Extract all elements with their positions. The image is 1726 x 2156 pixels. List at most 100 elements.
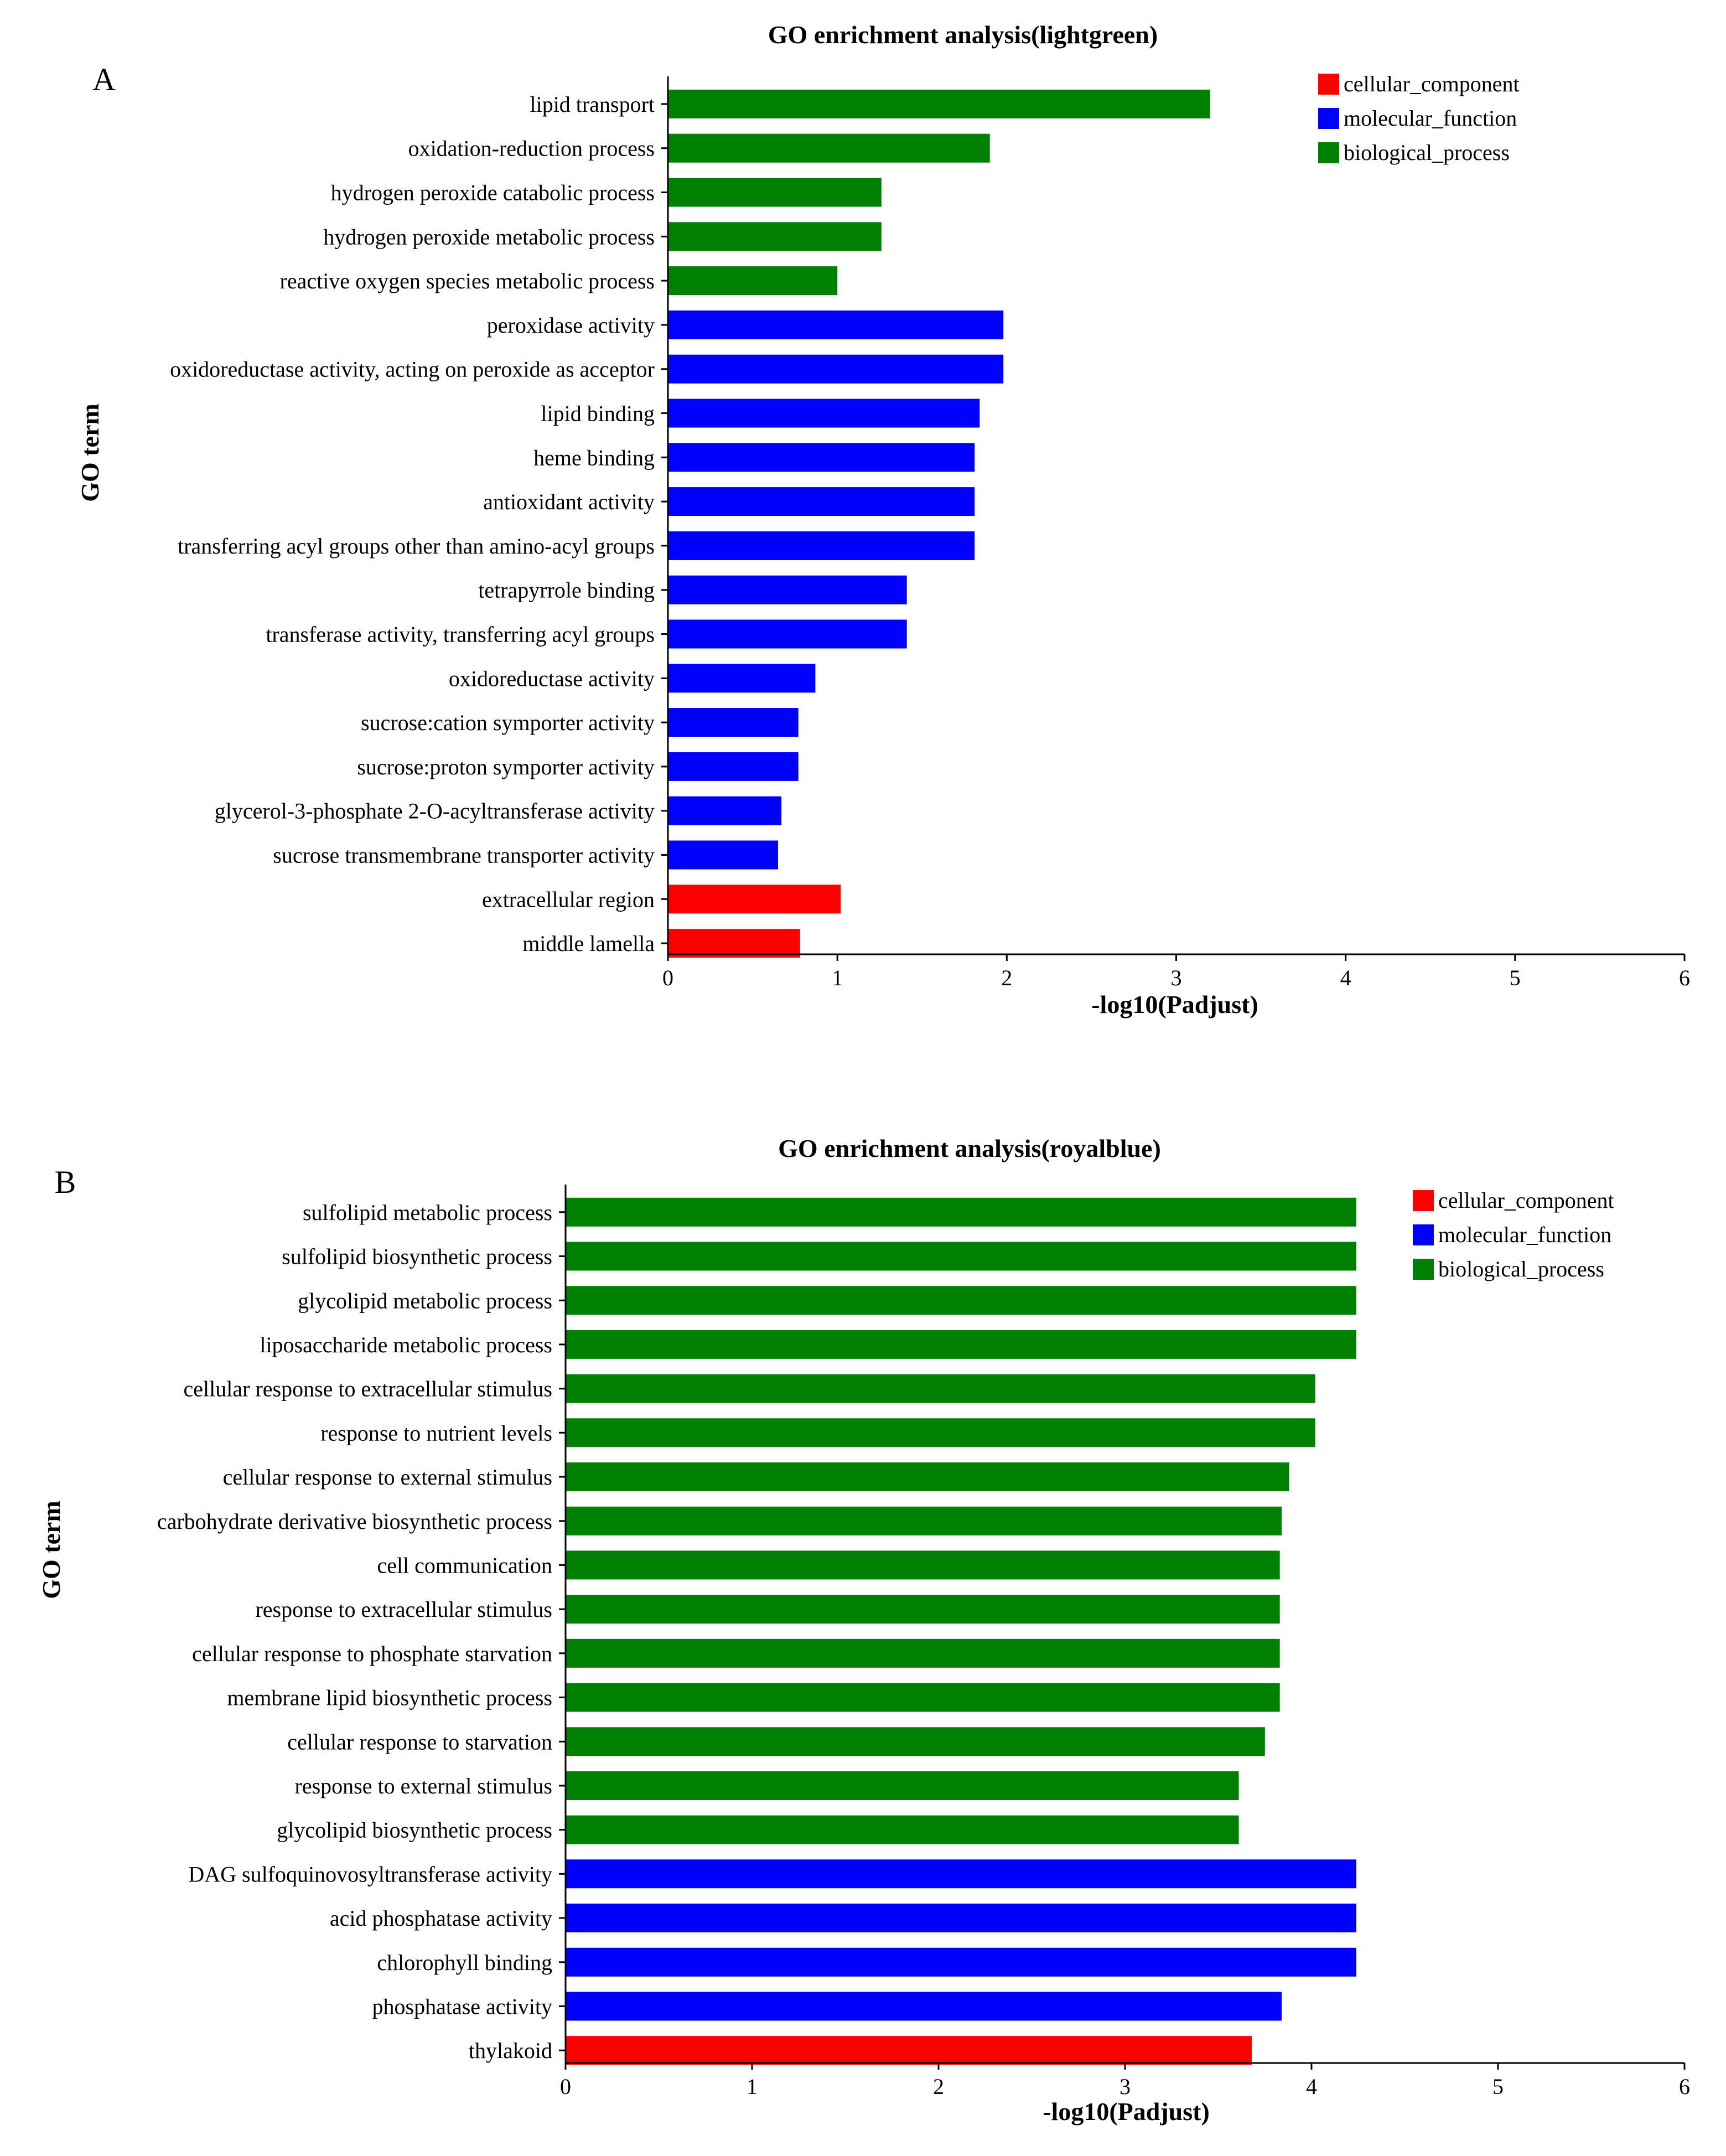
panel-b-category-label: glycolipid biosynthetic process xyxy=(277,1818,552,1843)
panel-b-category-label: response to external stimulus xyxy=(295,1774,552,1798)
panel-a-bar xyxy=(668,929,800,958)
panel-b-bar xyxy=(566,1197,1356,1227)
panel-b-category-label: response to extracellular stimulus xyxy=(255,1597,552,1622)
panel-a-category-label: hydrogen peroxide metabolic process xyxy=(323,224,655,249)
panel-a-bar xyxy=(668,178,882,207)
panel-a-category-label: lipid transport xyxy=(530,92,655,117)
panel-b-category-label: cellular response to extracellular stimu… xyxy=(184,1377,552,1402)
panel-b-bar xyxy=(566,1462,1289,1491)
panel-b-bar xyxy=(566,1374,1315,1403)
panel-a-legend-swatch xyxy=(1318,108,1339,129)
panel-a-x-tick-label: 1 xyxy=(832,965,843,990)
panel-b-category-label: chlorophyll binding xyxy=(377,1950,552,1975)
panel-a-category-label: lipid binding xyxy=(541,401,655,426)
panel-a-bar xyxy=(668,796,782,825)
panel-a-legend-label: molecular_function xyxy=(1344,106,1517,131)
panel-b-bar xyxy=(566,1242,1356,1271)
panel-b-bar xyxy=(566,1550,1280,1580)
panel-a-category-label: transferring acyl groups other than amin… xyxy=(178,534,655,559)
panel-b-category-label: thylakoid xyxy=(469,2038,552,2063)
panel-b-legend-swatch xyxy=(1413,1259,1434,1280)
panel-a-category-label: extracellular region xyxy=(482,887,655,912)
panel-a-category-label: peroxidase activity xyxy=(487,313,655,338)
panel-a-bar xyxy=(668,752,799,781)
panel-b-category-label: carbohydrate derivative biosynthetic pro… xyxy=(157,1509,552,1534)
panel-a-x-axis-label: -log10(Padjust) xyxy=(1091,990,1258,1018)
panel-b-category-label: liposaccharide metabolic process xyxy=(260,1332,552,1357)
panel-b-bar xyxy=(566,1992,1282,2021)
panel-b-x-tick-label: 1 xyxy=(747,2074,758,2099)
panel-b-bar xyxy=(566,1595,1280,1624)
panel-b-category-label: cellular response to starvation xyxy=(287,1729,552,1754)
panel-b-x-tick-label: 5 xyxy=(1492,2074,1504,2099)
panel-b-x-tick-label: 2 xyxy=(933,2074,944,2099)
panel-b-category-label: membrane lipid biosynthetic process xyxy=(227,1685,552,1710)
panel-b-bar xyxy=(566,1727,1265,1756)
panel-a-bar xyxy=(668,531,975,560)
panel-a-bar xyxy=(668,575,907,604)
panel-b-y-axis-label: GO term xyxy=(37,1501,65,1599)
panel-a-x-tick-label: 5 xyxy=(1510,965,1521,990)
panel-a-bar xyxy=(668,664,816,693)
panel-a-bar xyxy=(668,89,1210,118)
panel-a-category-label: sucrose:cation symporter activity xyxy=(361,710,655,735)
panel-a-legend-swatch xyxy=(1318,74,1339,95)
panel-b-bar xyxy=(566,1286,1356,1315)
panel-b-bar xyxy=(566,1330,1356,1359)
panel-a-x-tick-label: 0 xyxy=(662,965,673,990)
panel-a-bar xyxy=(668,354,1004,384)
panel-b-panel-label: B xyxy=(55,1164,76,1200)
panel-b-legend-swatch xyxy=(1413,1224,1434,1245)
panel-a-category-label: oxidation-reduction process xyxy=(408,136,655,161)
panel-b-x-tick-label: 0 xyxy=(560,2074,571,2099)
panel-a-category-label: transferase activity, transferring acyl … xyxy=(266,622,655,647)
panel-b-category-label: phosphatase activity xyxy=(372,1994,552,2019)
panel-b-category-label: cellular response to external stimulus xyxy=(223,1465,552,1490)
panel-b-bar xyxy=(566,1638,1280,1668)
panel-a-legend-label: biological_process xyxy=(1344,140,1510,165)
panel-b-category-label: sulfolipid metabolic process xyxy=(303,1200,552,1225)
panel-b-bar xyxy=(566,2036,1252,2065)
panel-a-category-label: oxidoreductase activity xyxy=(449,666,655,691)
panel-b-x-axis-label: -log10(Padjust) xyxy=(1043,2097,1210,2126)
panel-a-category-label: reactive oxygen species metabolic proces… xyxy=(280,268,655,293)
panel-b-bar xyxy=(566,1418,1315,1447)
panel-a-category-label: sucrose transmembrane transporter activi… xyxy=(273,843,655,868)
panel-a-bar xyxy=(668,133,990,163)
panel-a-legend-swatch xyxy=(1318,142,1339,163)
panel-b-bar xyxy=(566,1506,1282,1535)
panel-b-legend-label: cellular_component xyxy=(1438,1188,1614,1213)
panel-a-bar xyxy=(668,487,975,516)
panel-b-category-label: acid phosphatase activity xyxy=(330,1906,552,1931)
panel-b-chart: GO enrichment analysis(royalblue) B GO ter… xyxy=(37,1134,1690,2126)
panel-a-bar xyxy=(668,399,980,428)
panel-b-x-tick-label: 6 xyxy=(1679,2074,1690,2099)
panel-b-x-tick-label: 4 xyxy=(1306,2074,1317,2099)
panel-b-x-tick-label: 3 xyxy=(1119,2074,1131,2099)
panel-a-legend-label: cellular_component xyxy=(1344,71,1520,96)
panel-a-bar xyxy=(668,443,975,472)
panel-b-bar xyxy=(566,1771,1239,1800)
panel-b-bar xyxy=(566,1815,1239,1844)
panel-a-bar xyxy=(668,310,1004,339)
panel-a-panel-label: A xyxy=(92,61,116,97)
panel-b-bar xyxy=(566,1683,1280,1712)
panel-a-bar xyxy=(668,222,882,251)
panel-b-legend-label: molecular_function xyxy=(1438,1222,1611,1247)
panel-a-bar xyxy=(668,885,841,914)
panel-b-title: GO enrichment analysis(royalblue) xyxy=(778,1134,1161,1162)
panel-a-category-label: tetrapyrrole binding xyxy=(478,578,655,603)
panel-b-legend-label: biological_process xyxy=(1438,1257,1604,1281)
panel-b-bar xyxy=(566,1947,1356,1977)
panel-a-bar xyxy=(668,619,907,649)
panel-a-x-tick-label: 6 xyxy=(1679,965,1690,990)
panel-a-category-label: middle lamella xyxy=(522,931,655,956)
panel-b-category-label: cellular response to phosphate starvatio… xyxy=(192,1641,552,1666)
panel-a-x-tick-label: 4 xyxy=(1340,965,1351,990)
panel-a-category-label: oxidoreductase activity, acting on perox… xyxy=(170,357,655,382)
panel-a-bar xyxy=(668,840,778,870)
panel-a-y-axis-label: GO term xyxy=(76,404,104,502)
panel-b-bar xyxy=(566,1859,1356,1889)
panel-b-bar xyxy=(566,1904,1356,1932)
